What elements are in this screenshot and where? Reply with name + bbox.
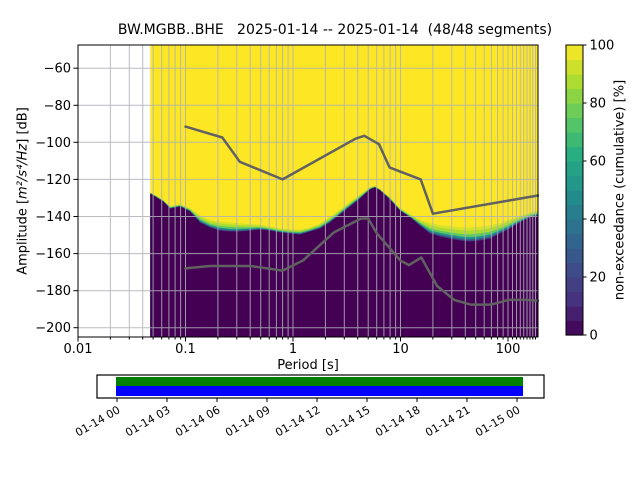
colorbar-band: [566, 306, 583, 322]
colorbar-band: [566, 277, 583, 293]
timeline-coverage-bar-green: [116, 377, 523, 386]
colorbar-band: [566, 233, 583, 249]
y-axis-label: Amplitude [m²/s⁴/Hz] [dB]: [16, 107, 31, 275]
colorbar-band: [566, 262, 583, 278]
y-tick-label: −100: [35, 136, 71, 151]
colorbar-band: [566, 219, 583, 235]
x-tick-label: 100: [496, 342, 521, 357]
colorbar-band: [566, 204, 583, 220]
colorbar-band: [566, 74, 583, 90]
timeline-tick-label: 01-14 12: [273, 403, 322, 439]
colorbar-tick-label: 40: [590, 213, 607, 228]
timeline-tick-label: 01-15 00: [473, 403, 522, 439]
colorbar-tick-label: 60: [590, 155, 607, 170]
colorbar-tick-label: 80: [590, 97, 607, 112]
colorbar-band: [566, 132, 583, 148]
y-tick-label: −140: [35, 210, 71, 225]
y-tick-label: −160: [35, 247, 71, 262]
page-title: BW.MGBB..BHE 2025-01-14 -- 2025-01-14 (4…: [117, 22, 553, 38]
colorbar-band: [566, 146, 583, 162]
colorbar-band: [566, 190, 583, 206]
y-tick-label: −180: [35, 284, 71, 299]
tick-labels: 0.01 0.1 1 10 100 −60 −80 −100 −120 −140 −160 −180 −…: [35, 62, 520, 357]
plot-frame: [77, 44, 539, 338]
axis-ticks: [73, 67, 536, 342]
colorbar-tick-label: 100: [590, 39, 615, 54]
y-tick-label: −200: [35, 321, 71, 336]
colorbar-band: [566, 175, 583, 191]
colorbar-band: [566, 117, 583, 133]
colorbar-frame: [565, 44, 584, 336]
timeline-tick-label: 01-14 21: [423, 403, 472, 439]
colorbar-band: [566, 45, 583, 61]
colorbar-tick-label: 20: [590, 271, 607, 286]
high-noise-model-line: [184, 125, 540, 215]
timeline-tick-label: 01-14 03: [123, 403, 172, 439]
colorbar-band: [566, 59, 583, 75]
x-tick-label: 0.1: [175, 342, 196, 357]
colorbar-band: [566, 88, 583, 104]
y-axis-label-suffix: ] [dB]: [15, 107, 31, 144]
timeline-tick-label: 01-14 00: [73, 403, 122, 439]
colorbar-band: [566, 291, 583, 307]
x-tick-label: 1: [289, 342, 297, 357]
colorbar-band: [566, 103, 583, 119]
colorbar-label: non-exceedance (cumulative) [%]: [612, 79, 628, 301]
x-axis-label: Period [s]: [277, 358, 339, 373]
colorbar-tick-label: 0: [590, 329, 598, 344]
colorbar-band: [566, 161, 583, 177]
low-noise-model-line: [184, 217, 540, 306]
colorbar-band: [566, 248, 583, 264]
y-tick-label: −60: [44, 62, 71, 77]
timeline-tick-label: 01-14 15: [323, 403, 372, 439]
timeline-tick-label: 01-14 06: [173, 403, 222, 439]
y-axis-label-prefix: Amplitude [: [15, 198, 31, 275]
x-tick-label: 10: [392, 342, 409, 357]
timeline-tick-label: 01-14 18: [373, 403, 422, 439]
timeline-tick-label: 01-14 09: [223, 403, 272, 439]
y-tick-label: −80: [44, 99, 71, 114]
x-tick-label: 0.01: [64, 342, 93, 357]
y-tick-label: −120: [35, 173, 71, 188]
colorbar-band: [566, 320, 583, 336]
timeline-coverage-bar-blue: [116, 386, 523, 396]
y-axis-label-units: m²/s⁴/Hz: [15, 143, 31, 199]
